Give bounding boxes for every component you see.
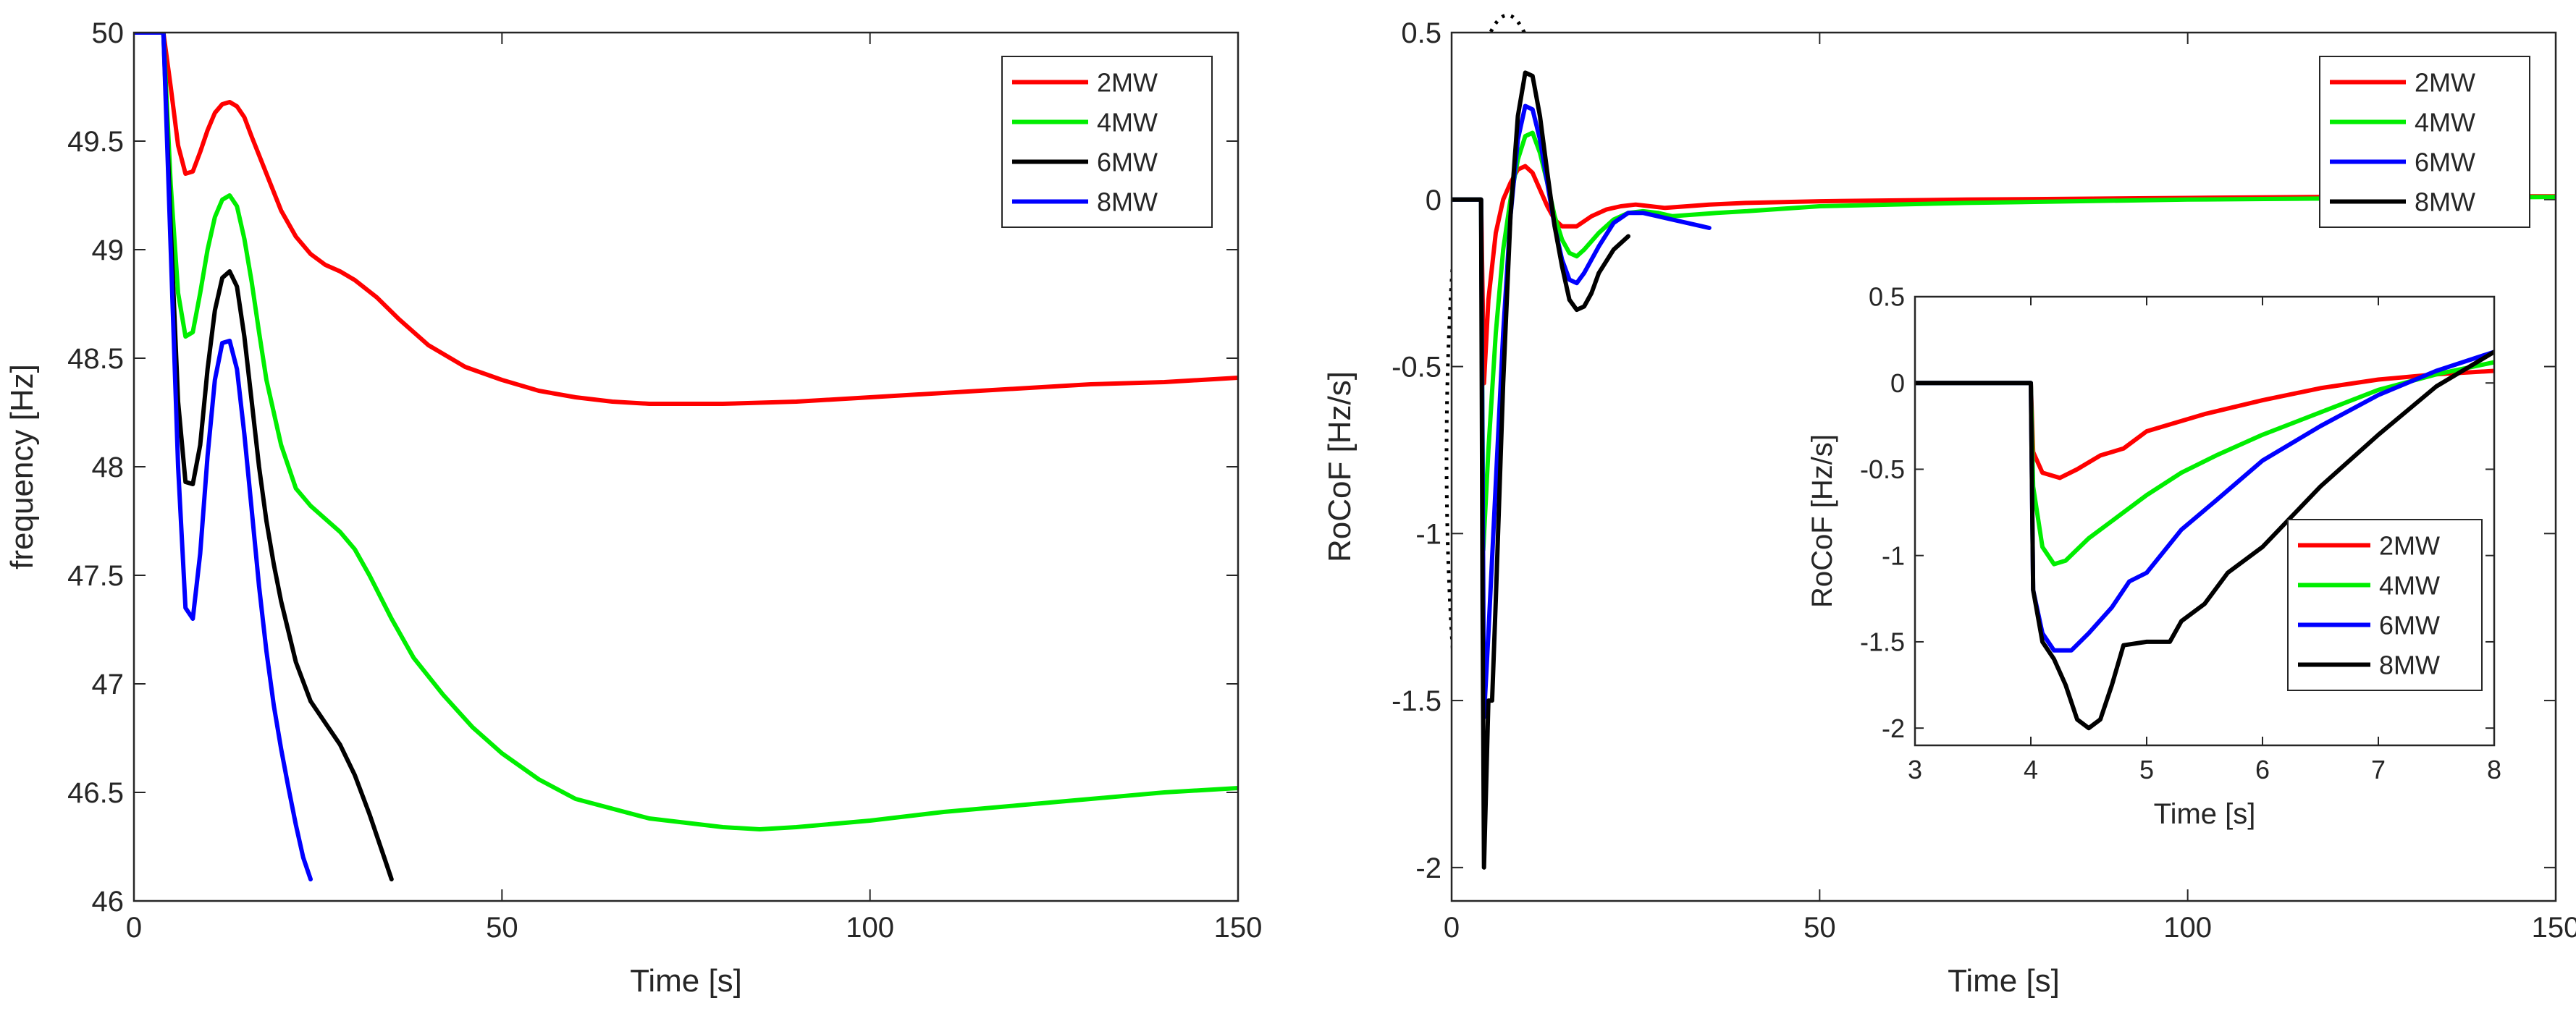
y-tick-label: -1.5 [1860, 627, 1905, 657]
axes-box [1450, 31, 2557, 902]
x-axis-label: Time [s] [630, 963, 742, 999]
series-line-2MW [134, 33, 1238, 406]
y-tick-label: 46 [92, 886, 125, 918]
y-tick-label: -2 [1882, 714, 1905, 743]
legend-box [2319, 56, 2530, 228]
x-tick-label: 8 [2487, 755, 2501, 784]
series-line-6MW [134, 33, 394, 881]
y-tick-label: -2 [1415, 852, 1441, 884]
legend-label: 6MW [1097, 147, 1158, 177]
y-tick-label: 49.5 [67, 126, 124, 158]
y-tick-label: -0.5 [1392, 352, 1441, 384]
y-tick-label: 47 [92, 669, 125, 700]
axes-box [1914, 295, 2496, 747]
legend-label: 6MW [2379, 610, 2440, 640]
y-tick-label: 0 [1426, 185, 1441, 216]
legend-label: 6MW [2415, 147, 2475, 177]
legend-label: 8MW [1097, 187, 1158, 216]
x-tick-label: 0 [126, 912, 142, 944]
legend-label: 8MW [2379, 650, 2440, 680]
legend-label: 2MW [2379, 530, 2440, 560]
series-line-8MW [1915, 350, 2494, 731]
x-tick-label: 5 [2139, 755, 2154, 784]
legend-label: 4MW [2379, 570, 2440, 600]
series-line-4MW [1915, 360, 2494, 567]
y-tick-label: 48 [92, 452, 125, 483]
y-tick-label: 0.5 [1401, 17, 1441, 49]
y-axis-label: frequency [Hz] [4, 364, 40, 570]
legend-box [2287, 519, 2483, 691]
y-tick-label: 49 [92, 234, 125, 266]
legend-box [1001, 56, 1213, 228]
legend-label: 2MW [1097, 67, 1158, 97]
x-tick-label: 100 [846, 912, 894, 944]
x-tick-label: 6 [2255, 755, 2270, 784]
y-tick-label: -1.5 [1392, 685, 1441, 717]
series-line-2MW [1452, 164, 2556, 386]
y-tick-label: 46.5 [67, 777, 124, 809]
y-tick-label: -1 [1415, 518, 1441, 550]
legend-label: 2MW [2415, 67, 2475, 97]
y-tick-label: 48.5 [67, 343, 124, 375]
x-tick-label: 7 [2371, 755, 2386, 784]
legend-label: 4MW [1097, 107, 1158, 137]
x-axis-label: Time [s] [2154, 798, 2256, 830]
y-tick-label: 47.5 [67, 560, 124, 592]
rocof-inset-chart: 3 4 5 6 7 8 -2 -1.5 -1 -0.5 0 0.5 Time [s] RoCoF [Hz/… [1806, 282, 2501, 830]
x-tick-label: 4 [2024, 755, 2038, 784]
x-axis-label: Time [s] [1948, 963, 2060, 999]
axes-box [132, 31, 1239, 902]
x-tick-label: 50 [1803, 912, 1836, 944]
x-tick-label: 150 [2532, 912, 2576, 944]
series-line-4MW [1452, 130, 2556, 553]
y-tick-label: -1 [1882, 541, 1905, 570]
legend-label: 8MW [2415, 187, 2475, 216]
y-tick-label: 0 [1890, 368, 1905, 398]
y-tick-label: 50 [92, 17, 125, 49]
y-tick-label: -0.5 [1860, 454, 1905, 484]
x-tick-label: 50 [486, 912, 518, 944]
series-line-8MW [134, 33, 313, 881]
series-line-2MW [1915, 368, 2494, 481]
legend-label: 4MW [2415, 107, 2475, 137]
x-tick-label: 150 [1214, 912, 1263, 944]
series-line-4MW [134, 33, 1238, 831]
series-line-8MW [1452, 70, 1630, 870]
frequency-chart: 0 50 100 150 46 46.5 47 47.5 48 48.5 49 49.5 50 Time … [4, 17, 1262, 999]
y-axis-label: RoCoF [Hz/s] [1322, 371, 1358, 562]
x-tick-label: 100 [2163, 912, 2212, 944]
x-tick-label: 0 [1444, 912, 1460, 944]
y-axis-label: RoCoF [Hz/s] [1806, 434, 1838, 608]
x-tick-label: 3 [1908, 755, 1922, 784]
y-tick-label: 0.5 [1869, 282, 1905, 312]
